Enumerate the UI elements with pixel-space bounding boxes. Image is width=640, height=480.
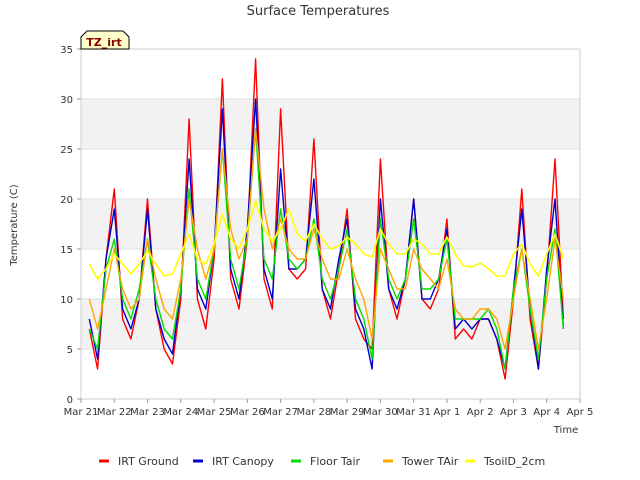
legend-label: Tower TAir — [401, 455, 459, 468]
tz-badge-label: TZ_irt — [86, 36, 121, 49]
x-tick-label: Mar 21 — [64, 407, 99, 418]
y-axis-ticks: 0 5 10 15 20 25 30 35 — [60, 45, 81, 406]
x-axis-label: Time — [553, 425, 578, 436]
x-tick-label: Mar 31 — [396, 407, 431, 418]
x-tick-label: Mar 26 — [230, 407, 265, 418]
y-tick-label: 10 — [60, 295, 73, 306]
x-tick-label: Mar 27 — [263, 407, 298, 418]
tz-badge: TZ_irt — [80, 30, 130, 50]
legend: IRT Ground IRT Canopy Floor Tair Tower TAir… — [99, 455, 545, 468]
x-tick-label: Mar 23 — [130, 407, 165, 418]
y-axis-label: Temperature (C) — [9, 184, 20, 266]
grid-band — [81, 99, 580, 149]
x-tick-label: Mar 22 — [97, 407, 132, 418]
x-tick-label: Mar 29 — [330, 407, 365, 418]
grid-band — [81, 199, 580, 249]
series-line-floor-tair — [88, 128, 565, 370]
y-tick-label: 35 — [60, 45, 73, 56]
x-tick-label: Mar 30 — [363, 407, 398, 418]
series-line-tower-tair — [88, 128, 565, 350]
x-tick-label: Apr 2 — [467, 407, 494, 418]
y-tick-label: 20 — [60, 195, 73, 206]
axes — [80, 48, 581, 400]
x-tick-label: Apr 3 — [500, 407, 527, 418]
x-tick-label: Apr 1 — [434, 407, 461, 418]
series-line-tsoild-2cm — [88, 200, 565, 280]
series-line-irt-canopy — [88, 98, 565, 370]
x-tick-label: Apr 4 — [533, 407, 560, 418]
chart-title: Surface Temperatures — [247, 4, 390, 19]
x-tick-label: Mar 24 — [163, 407, 198, 418]
series-layer — [88, 58, 565, 380]
y-tick-label: 0 — [67, 395, 73, 406]
y-tick-label: 30 — [60, 95, 73, 106]
legend-label: IRT Ground — [118, 455, 179, 468]
legend-label: TsoilD_2cm — [483, 455, 545, 468]
x-tick-label: Mar 25 — [197, 407, 232, 418]
legend-label: Floor Tair — [310, 455, 361, 468]
y-tick-label: 15 — [60, 245, 73, 256]
x-tick-label: Apr 5 — [567, 407, 594, 418]
x-tick-label: Mar 28 — [296, 407, 331, 418]
y-tick-label: 25 — [60, 145, 73, 156]
legend-label: IRT Canopy — [212, 455, 274, 468]
y-tick-label: 5 — [67, 345, 73, 356]
